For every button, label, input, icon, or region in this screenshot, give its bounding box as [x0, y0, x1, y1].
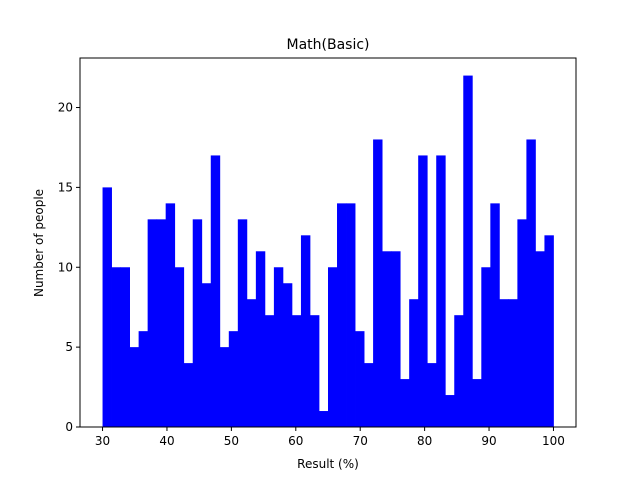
histogram-bar [364, 363, 374, 427]
histogram-bar [427, 363, 437, 427]
chart-title: Math(Basic) [286, 37, 369, 53]
histogram-bar [300, 235, 311, 427]
histogram-bar [490, 203, 500, 427]
histogram-bar [355, 331, 365, 427]
histogram-bar [526, 139, 536, 427]
histogram-bar [472, 379, 482, 427]
histogram-bar [337, 203, 347, 427]
y-tick-label: 10 [58, 260, 73, 274]
axes: 30 40 50 60 70 80 90 100 0 5 10 15 20 [58, 57, 577, 448]
histogram-bar [328, 267, 338, 427]
x-tick-label: 60 [288, 434, 303, 448]
histogram-bar [382, 251, 392, 427]
histogram-bar [156, 219, 167, 427]
y-tick-label: 15 [58, 180, 73, 194]
histogram-bar [454, 315, 464, 427]
histogram-bar [481, 267, 491, 427]
histogram-bar [400, 379, 410, 427]
histogram-bar [535, 251, 545, 427]
histogram-bar [508, 299, 518, 427]
histogram-bar [111, 267, 121, 427]
y-tick-label: 0 [65, 420, 73, 434]
histogram-bar [201, 283, 212, 427]
histogram-bar [255, 251, 266, 427]
y-tick-label: 5 [65, 340, 73, 354]
histogram-bar [219, 347, 230, 427]
x-tick-label: 100 [542, 434, 565, 448]
y-axis-label: Number of people [32, 189, 46, 297]
x-tick-label: 90 [481, 434, 496, 448]
histogram-bar [228, 331, 239, 427]
histogram-bar [147, 219, 158, 427]
histogram-bar [192, 219, 203, 427]
histogram-bar [309, 315, 320, 427]
histogram-bars [102, 75, 554, 428]
histogram-bar [391, 251, 401, 427]
histogram-bar [373, 139, 383, 427]
x-tick-label: 30 [95, 434, 110, 448]
histogram-bar [517, 219, 527, 427]
histogram-bar [174, 267, 185, 427]
histogram-bar [291, 315, 302, 427]
histogram-bar [273, 267, 284, 427]
x-tick-label: 50 [224, 434, 239, 448]
histogram-bar [463, 75, 473, 428]
histogram-bar [210, 155, 221, 427]
histogram-bar [445, 395, 455, 427]
histogram-bar [282, 283, 293, 427]
histogram-bar [165, 203, 176, 427]
histogram-bar [544, 235, 554, 427]
x-tick-label: 80 [417, 434, 432, 448]
histogram-bar [418, 155, 428, 427]
histogram-bar [264, 315, 275, 427]
histogram-bar [246, 299, 257, 427]
x-tick-label: 70 [353, 434, 368, 448]
histogram-bar [183, 363, 194, 427]
histogram-bar [120, 267, 130, 427]
histogram-bar [318, 411, 329, 427]
histogram-bar [129, 347, 140, 427]
x-tick-label: 40 [159, 434, 174, 448]
histogram-bar [346, 203, 356, 427]
plot-frame [79, 57, 577, 428]
histogram-bar [409, 299, 419, 427]
histogram-bar [499, 299, 509, 427]
histogram-bar [138, 331, 149, 427]
histogram-bar [237, 219, 248, 427]
x-axis-label: Result (%) [297, 457, 359, 471]
histogram-bar [436, 155, 446, 427]
histogram-bar [102, 187, 112, 427]
y-tick-label: 20 [58, 101, 73, 115]
